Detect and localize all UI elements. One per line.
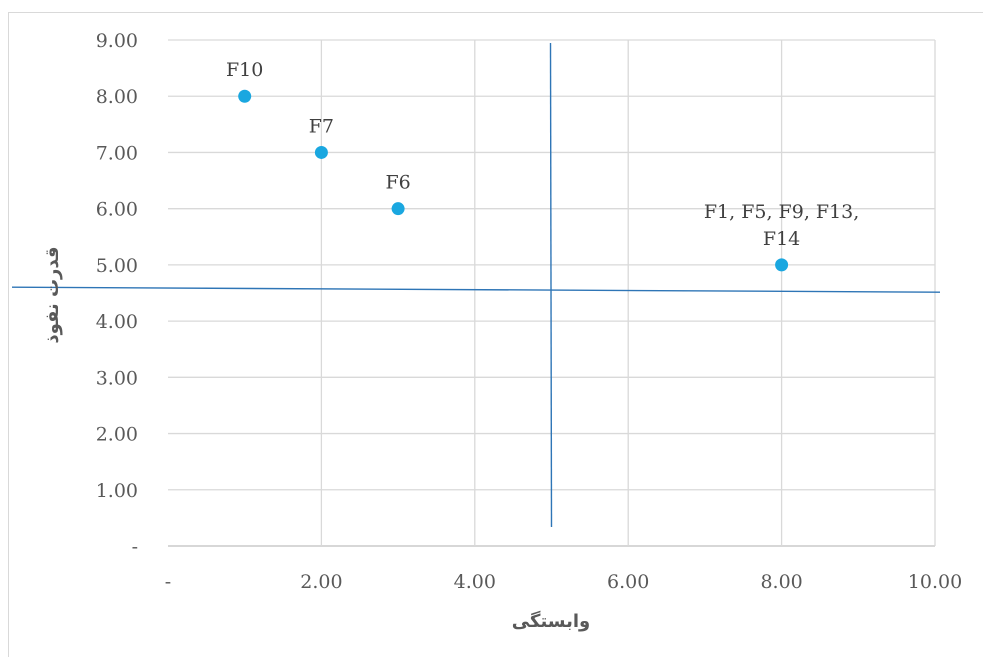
x-tick-label: - (165, 571, 171, 593)
divider-layer (11, 42, 941, 528)
x-tick-label: 2.00 (300, 571, 342, 593)
point-label: F7 (309, 115, 334, 137)
x-tick-label: 10.00 (908, 571, 962, 593)
point-label: F14 (763, 228, 800, 250)
point-label: F10 (226, 59, 263, 81)
y-tick-label: - (132, 536, 138, 558)
tick-layer: - 1.00 2.00 3.00 4.00 5.00 6.00 7.00 8.00 9.00 - 2.… (96, 30, 963, 593)
data-point (238, 89, 252, 103)
y-tick-label: 4.00 (96, 311, 138, 333)
y-tick-label: 5.00 (96, 255, 138, 277)
chart-frame (8, 12, 983, 657)
point-layer: F10 F7 F6 F1, F5, F9, F13, F14 (226, 59, 859, 272)
data-point (775, 258, 789, 272)
point-label: F1, F5, F9, F13, (704, 201, 859, 223)
data-point (314, 145, 328, 159)
y-tick-label: 2.00 (96, 424, 138, 446)
vertical-divider-line (549, 42, 553, 528)
x-tick-label: 8.00 (760, 571, 802, 593)
data-point (391, 202, 405, 216)
y-tick-label: 8.00 (96, 86, 138, 108)
point-label: F6 (385, 172, 410, 194)
y-tick-label: 3.00 (96, 367, 138, 389)
y-axis-title: قدرت نفوذ (42, 246, 63, 343)
x-axis-title: وابستگی (512, 610, 590, 632)
y-tick-label: 7.00 (96, 142, 138, 164)
y-tick-label: 9.00 (96, 30, 138, 52)
x-tick-label: 6.00 (607, 571, 649, 593)
y-tick-label: 6.00 (96, 199, 138, 221)
x-tick-label: 4.00 (454, 571, 496, 593)
horizontal-divider-line (11, 286, 941, 293)
y-tick-label: 1.00 (96, 480, 138, 502)
